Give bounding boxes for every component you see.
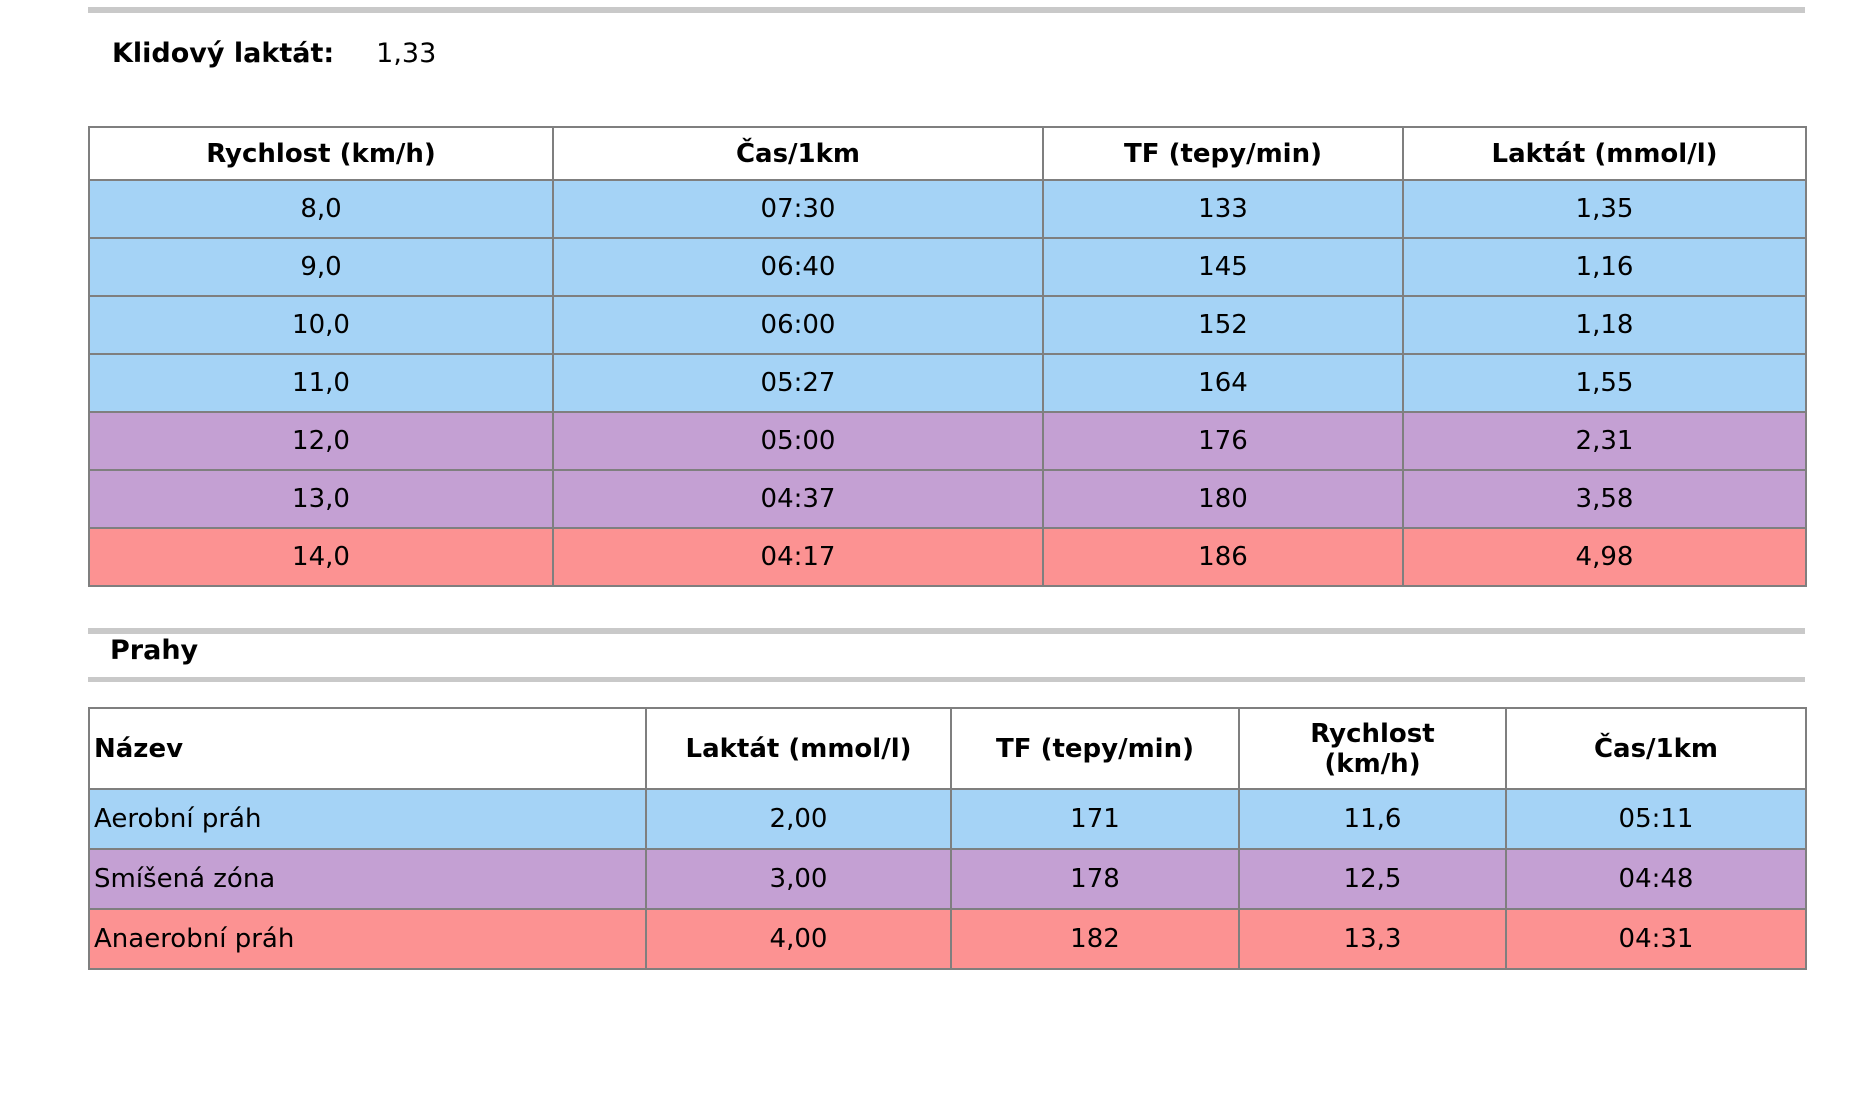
cell-speed: 11,0 bbox=[88, 353, 554, 413]
col-header-heartrate: TF (tepy/min) bbox=[1042, 126, 1404, 181]
cell-pace: 04:37 bbox=[552, 469, 1044, 529]
cell-lactate: 1,35 bbox=[1402, 179, 1807, 239]
cell-lactate: 4,98 bbox=[1402, 527, 1807, 587]
col-header-name: Název bbox=[88, 707, 647, 790]
cell-heartrate: 186 bbox=[1042, 527, 1404, 587]
cell-speed: 11,6 bbox=[1238, 788, 1507, 850]
cell-lactate: 1,18 bbox=[1402, 295, 1807, 355]
resting-lactate-row: Klidový laktát: 1,33 bbox=[112, 38, 436, 69]
table-row: 11,0 05:27 164 1,55 bbox=[88, 353, 1807, 413]
cell-pace: 06:40 bbox=[552, 237, 1044, 297]
cell-pace: 05:27 bbox=[552, 353, 1044, 413]
col-header-lactate: Laktát (mmol/l) bbox=[645, 707, 952, 790]
table-row: 13,0 04:37 180 3,58 bbox=[88, 469, 1807, 529]
table-row: 10,0 06:00 152 1,18 bbox=[88, 295, 1807, 355]
cell-speed: 9,0 bbox=[88, 237, 554, 297]
top-divider bbox=[88, 7, 1805, 13]
cell-threshold-name: Anaerobní práh bbox=[88, 908, 647, 970]
section-divider-top bbox=[88, 628, 1805, 634]
col-header-speed: Rychlost (km/h) bbox=[88, 126, 554, 181]
cell-lactate: 2,31 bbox=[1402, 411, 1807, 471]
cell-lactate: 3,58 bbox=[1402, 469, 1807, 529]
cell-pace: 06:00 bbox=[552, 295, 1044, 355]
cell-pace: 04:31 bbox=[1505, 908, 1807, 970]
thresholds-header-row: Název Laktát (mmol/l) TF (tepy/min) Rych… bbox=[88, 707, 1807, 790]
cell-speed: 14,0 bbox=[88, 527, 554, 587]
col-header-speed-label: Rychlost (km/h) bbox=[1310, 718, 1435, 779]
col-header-heartrate: TF (tepy/min) bbox=[950, 707, 1240, 790]
table-row: 12,0 05:00 176 2,31 bbox=[88, 411, 1807, 471]
cell-lactate: 1,55 bbox=[1402, 353, 1807, 413]
section-divider-bottom bbox=[88, 677, 1805, 682]
cell-pace: 07:30 bbox=[552, 179, 1044, 239]
col-header-lactate: Laktát (mmol/l) bbox=[1402, 126, 1807, 181]
cell-threshold-name: Aerobní práh bbox=[88, 788, 647, 850]
table-row: 14,0 04:17 186 4,98 bbox=[88, 527, 1807, 587]
table-row: 9,0 06:40 145 1,16 bbox=[88, 237, 1807, 297]
cell-heartrate: 145 bbox=[1042, 237, 1404, 297]
cell-pace: 04:48 bbox=[1505, 848, 1807, 910]
cell-heartrate: 164 bbox=[1042, 353, 1404, 413]
cell-speed: 13,3 bbox=[1238, 908, 1507, 970]
test-table-header-row: Rychlost (km/h) Čas/1km TF (tepy/min) La… bbox=[88, 126, 1807, 181]
cell-heartrate: 182 bbox=[950, 908, 1240, 970]
cell-heartrate: 152 bbox=[1042, 295, 1404, 355]
cell-speed: 8,0 bbox=[88, 179, 554, 239]
cell-pace: 05:11 bbox=[1505, 788, 1807, 850]
col-header-speed: Rychlost (km/h) bbox=[1238, 707, 1507, 790]
cell-pace: 04:17 bbox=[552, 527, 1044, 587]
cell-speed: 13,0 bbox=[88, 469, 554, 529]
cell-lactate: 1,16 bbox=[1402, 237, 1807, 297]
cell-threshold-name: Smíšená zóna bbox=[88, 848, 647, 910]
cell-heartrate: 176 bbox=[1042, 411, 1404, 471]
col-header-pace: Čas/1km bbox=[1505, 707, 1807, 790]
cell-speed: 10,0 bbox=[88, 295, 554, 355]
table-row: Anaerobní práh 4,00 182 13,3 04:31 bbox=[88, 908, 1807, 970]
table-row: Aerobní práh 2,00 171 11,6 05:11 bbox=[88, 788, 1807, 850]
thresholds-table: Název Laktát (mmol/l) TF (tepy/min) Rych… bbox=[88, 707, 1807, 970]
table-row: Smíšená zóna 3,00 178 12,5 04:48 bbox=[88, 848, 1807, 910]
cell-speed: 12,0 bbox=[88, 411, 554, 471]
cell-heartrate: 171 bbox=[950, 788, 1240, 850]
cell-lactate: 2,00 bbox=[645, 788, 952, 850]
cell-speed: 12,5 bbox=[1238, 848, 1507, 910]
cell-lactate: 4,00 bbox=[645, 908, 952, 970]
col-header-pace: Čas/1km bbox=[552, 126, 1044, 181]
cell-heartrate: 133 bbox=[1042, 179, 1404, 239]
lactate-test-table: Rychlost (km/h) Čas/1km TF (tepy/min) La… bbox=[88, 126, 1807, 587]
cell-heartrate: 180 bbox=[1042, 469, 1404, 529]
resting-lactate-label: Klidový laktát: bbox=[112, 38, 335, 69]
cell-heartrate: 178 bbox=[950, 848, 1240, 910]
cell-pace: 05:00 bbox=[552, 411, 1044, 471]
thresholds-heading: Prahy bbox=[110, 635, 199, 666]
table-row: 8,0 07:30 133 1,35 bbox=[88, 179, 1807, 239]
resting-lactate-value: 1,33 bbox=[376, 38, 437, 69]
cell-lactate: 3,00 bbox=[645, 848, 952, 910]
